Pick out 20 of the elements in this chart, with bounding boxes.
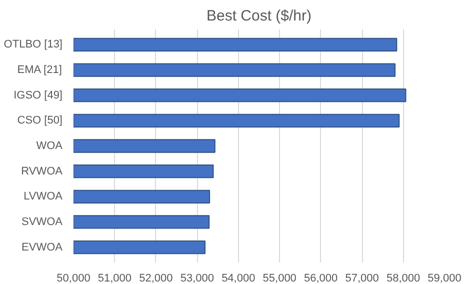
- x-tick-label: 54,000: [222, 272, 256, 284]
- y-tick-label: OTLBO [13]: [4, 38, 63, 51]
- x-tick-label: 53,000: [180, 272, 214, 284]
- y-tick-label: EMA [21]: [17, 64, 62, 76]
- chart-title: Best Cost ($/hr): [206, 8, 312, 24]
- y-tick-label: IGSO [49]: [14, 89, 63, 102]
- y-tick-label: CSO [50]: [17, 114, 63, 127]
- y-tick-label: WOA: [36, 140, 64, 152]
- x-tick-label: 52,000: [139, 272, 173, 284]
- y-tick-label: EVWOA: [22, 241, 64, 254]
- y-tick-label: SVWOA: [22, 216, 64, 228]
- x-tick-label: 57,000: [345, 272, 379, 284]
- x-tick-label: 59,000: [428, 272, 462, 284]
- x-tick-label: 55,000: [262, 272, 296, 284]
- y-tick-label: RVWOA: [21, 165, 64, 178]
- x-tick-label: 58,000: [386, 272, 420, 284]
- x-tick-label: 56,000: [304, 272, 338, 284]
- y-tick-label: LVWOA: [24, 190, 64, 203]
- x-tick-label: 51,000: [98, 272, 132, 284]
- x-tick-label: 50,000: [56, 272, 90, 284]
